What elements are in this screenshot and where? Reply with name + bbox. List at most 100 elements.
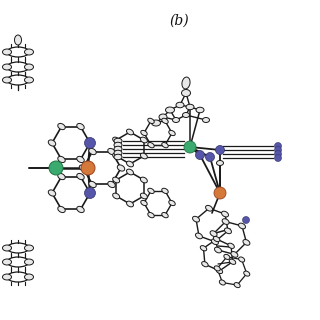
Ellipse shape bbox=[58, 124, 65, 130]
Ellipse shape bbox=[214, 266, 220, 271]
Ellipse shape bbox=[3, 245, 12, 251]
Ellipse shape bbox=[239, 257, 245, 262]
Ellipse shape bbox=[222, 219, 229, 224]
Circle shape bbox=[275, 147, 282, 154]
Ellipse shape bbox=[7, 75, 29, 85]
Ellipse shape bbox=[58, 156, 65, 163]
Ellipse shape bbox=[228, 243, 234, 248]
Ellipse shape bbox=[231, 252, 238, 257]
Text: (b): (b) bbox=[169, 14, 189, 28]
Ellipse shape bbox=[225, 228, 231, 234]
Ellipse shape bbox=[113, 153, 120, 159]
Ellipse shape bbox=[108, 181, 115, 188]
Circle shape bbox=[184, 141, 196, 153]
Circle shape bbox=[275, 150, 282, 157]
Ellipse shape bbox=[214, 247, 221, 253]
Ellipse shape bbox=[140, 153, 147, 159]
Ellipse shape bbox=[162, 118, 168, 124]
Circle shape bbox=[214, 187, 226, 199]
Ellipse shape bbox=[86, 190, 94, 196]
Ellipse shape bbox=[224, 254, 230, 260]
Ellipse shape bbox=[126, 129, 133, 135]
Ellipse shape bbox=[58, 206, 65, 212]
Ellipse shape bbox=[210, 231, 217, 236]
Ellipse shape bbox=[200, 246, 207, 251]
Circle shape bbox=[84, 138, 95, 148]
Ellipse shape bbox=[114, 138, 122, 144]
Ellipse shape bbox=[86, 140, 94, 146]
Circle shape bbox=[275, 142, 282, 149]
Ellipse shape bbox=[126, 161, 133, 167]
Ellipse shape bbox=[108, 148, 115, 155]
Ellipse shape bbox=[7, 47, 29, 57]
Circle shape bbox=[196, 150, 204, 159]
Ellipse shape bbox=[3, 77, 12, 83]
Ellipse shape bbox=[244, 271, 250, 276]
Ellipse shape bbox=[212, 239, 219, 244]
Ellipse shape bbox=[148, 142, 154, 148]
Ellipse shape bbox=[89, 181, 96, 188]
Ellipse shape bbox=[126, 169, 133, 175]
Ellipse shape bbox=[113, 137, 120, 143]
Ellipse shape bbox=[113, 193, 120, 199]
Ellipse shape bbox=[141, 130, 147, 136]
Ellipse shape bbox=[196, 107, 204, 113]
Ellipse shape bbox=[7, 272, 29, 282]
Ellipse shape bbox=[182, 77, 190, 89]
Ellipse shape bbox=[186, 104, 194, 110]
Ellipse shape bbox=[114, 150, 122, 156]
Ellipse shape bbox=[205, 205, 212, 211]
Circle shape bbox=[49, 161, 63, 175]
Ellipse shape bbox=[141, 200, 147, 206]
Circle shape bbox=[205, 153, 214, 162]
Ellipse shape bbox=[203, 117, 210, 123]
Ellipse shape bbox=[3, 274, 12, 280]
Ellipse shape bbox=[113, 177, 120, 183]
Ellipse shape bbox=[172, 117, 180, 123]
Ellipse shape bbox=[140, 193, 147, 199]
Circle shape bbox=[84, 188, 95, 198]
Ellipse shape bbox=[117, 165, 125, 171]
Ellipse shape bbox=[217, 161, 223, 165]
Ellipse shape bbox=[181, 90, 190, 97]
Ellipse shape bbox=[151, 120, 161, 126]
Ellipse shape bbox=[77, 156, 84, 163]
Ellipse shape bbox=[216, 268, 223, 274]
Ellipse shape bbox=[25, 77, 34, 83]
Ellipse shape bbox=[196, 233, 203, 239]
Ellipse shape bbox=[77, 173, 84, 180]
Ellipse shape bbox=[148, 188, 154, 194]
Ellipse shape bbox=[126, 201, 133, 207]
Circle shape bbox=[81, 161, 95, 175]
Ellipse shape bbox=[3, 64, 12, 70]
Ellipse shape bbox=[25, 274, 34, 280]
Ellipse shape bbox=[213, 236, 220, 242]
Ellipse shape bbox=[148, 118, 154, 124]
Ellipse shape bbox=[202, 261, 208, 267]
Ellipse shape bbox=[234, 283, 240, 288]
Ellipse shape bbox=[243, 240, 250, 245]
Ellipse shape bbox=[162, 142, 168, 148]
Ellipse shape bbox=[79, 165, 87, 171]
Circle shape bbox=[275, 155, 282, 162]
Ellipse shape bbox=[176, 102, 184, 108]
Ellipse shape bbox=[25, 64, 34, 70]
Ellipse shape bbox=[159, 114, 167, 120]
Ellipse shape bbox=[25, 259, 34, 265]
Ellipse shape bbox=[162, 212, 168, 218]
Ellipse shape bbox=[7, 243, 29, 253]
Ellipse shape bbox=[3, 259, 12, 265]
Ellipse shape bbox=[48, 140, 56, 146]
Ellipse shape bbox=[77, 206, 84, 212]
Ellipse shape bbox=[58, 173, 65, 180]
Circle shape bbox=[215, 146, 225, 155]
Ellipse shape bbox=[229, 259, 236, 264]
Ellipse shape bbox=[114, 146, 122, 152]
Circle shape bbox=[243, 217, 250, 223]
Ellipse shape bbox=[221, 211, 228, 217]
Ellipse shape bbox=[114, 154, 122, 160]
Ellipse shape bbox=[162, 188, 168, 194]
Ellipse shape bbox=[48, 190, 56, 196]
Ellipse shape bbox=[77, 124, 84, 130]
Ellipse shape bbox=[25, 49, 34, 55]
